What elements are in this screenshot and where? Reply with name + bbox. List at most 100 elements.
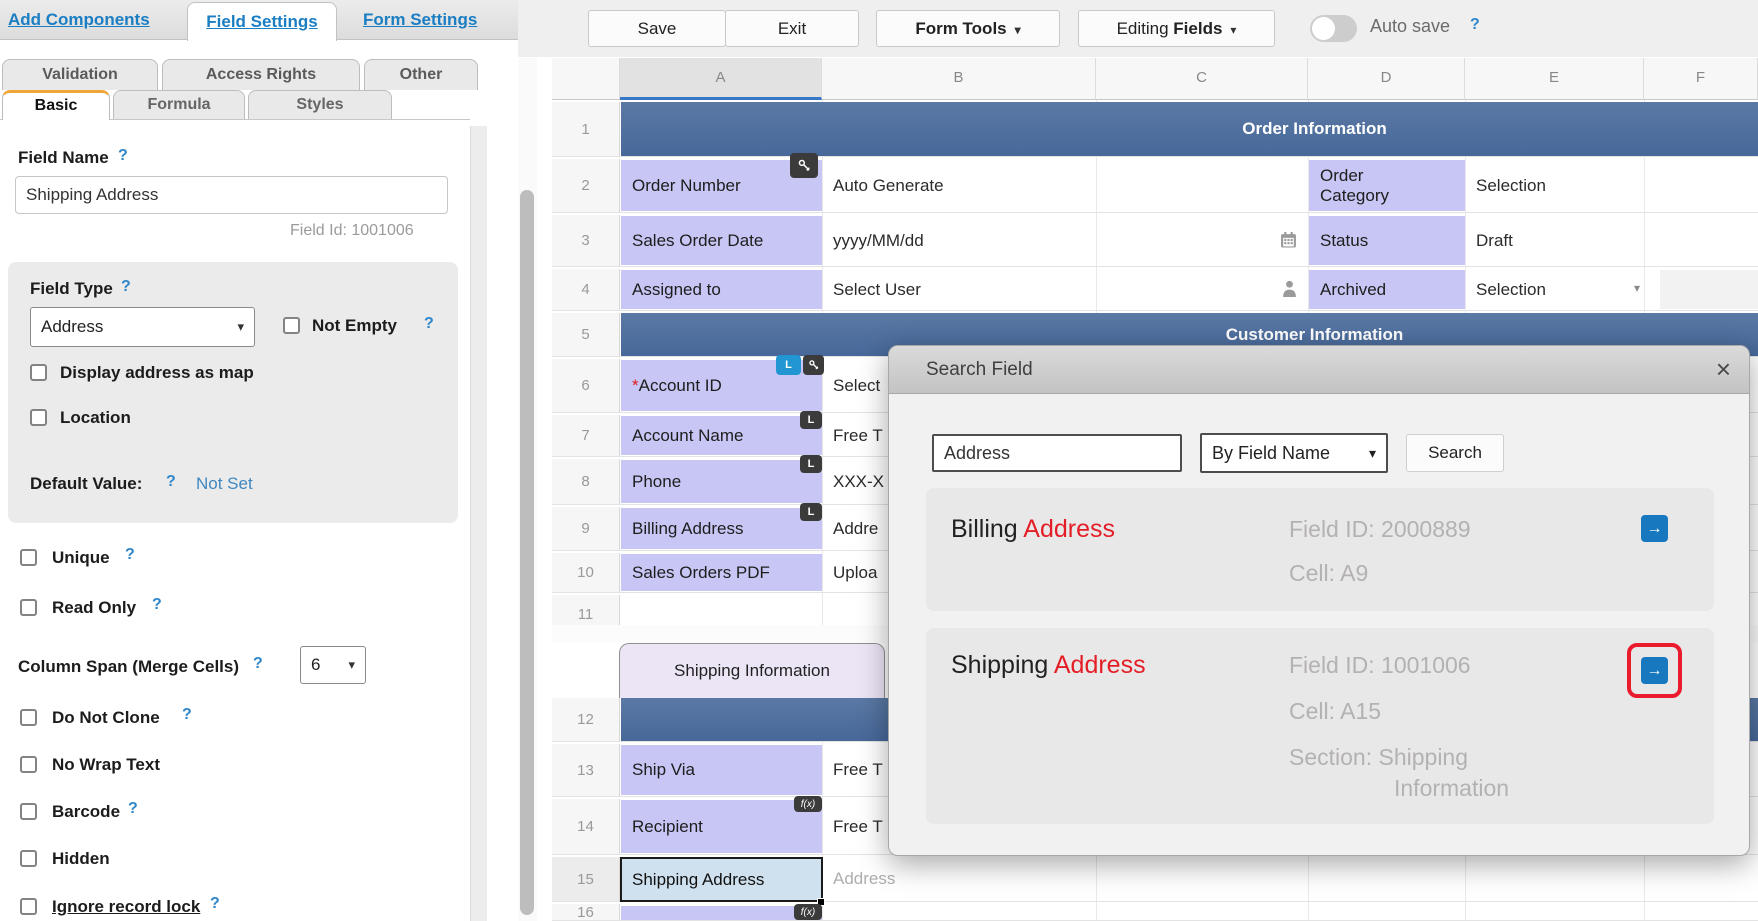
tab-other[interactable]: Other (364, 59, 478, 90)
cell-d3[interactable]: Status (1309, 216, 1465, 265)
cell-a9[interactable]: Billing Address (621, 508, 822, 549)
row-number-7[interactable]: 7 (552, 415, 620, 456)
tab-validation[interactable]: Validation (2, 59, 158, 90)
do-not-clone-checkbox[interactable] (20, 709, 37, 726)
read-only-checkbox[interactable] (20, 599, 37, 616)
not-empty-help-icon[interactable]: ? (424, 315, 434, 332)
tab-basic[interactable]: Basic (2, 90, 110, 120)
row-number-16[interactable]: 16 (552, 904, 620, 920)
cell-a10[interactable]: Sales Orders PDF (621, 554, 822, 591)
canvas-scrollbar[interactable] (518, 58, 537, 921)
go-to-field-button-highlighted[interactable]: → (1641, 657, 1668, 684)
auto-save-help-icon[interactable]: ? (1470, 16, 1480, 33)
row-number-14[interactable]: 14 (552, 799, 620, 854)
cell-a4[interactable]: Assigned to (621, 270, 822, 309)
field-name-input[interactable] (15, 176, 448, 214)
barcode-help-icon[interactable]: ? (128, 800, 138, 817)
tab-formula[interactable]: Formula (113, 90, 245, 120)
save-button[interactable]: Save (588, 10, 726, 47)
read-only-help-icon[interactable]: ? (152, 596, 162, 613)
cell-b15[interactable]: Address (833, 869, 896, 888)
cell-b9[interactable]: Addre (833, 518, 879, 538)
cell-e2[interactable]: Selection (1476, 175, 1546, 195)
result-billing-address[interactable]: Billing Address Field ID: 2000889 Cell: … (926, 488, 1714, 611)
row-number-2[interactable]: 2 (552, 159, 620, 212)
panel-scrollbar[interactable] (470, 126, 487, 921)
cell-b14[interactable]: Free T (833, 816, 883, 836)
field-name-help-icon[interactable]: ? (118, 147, 128, 164)
column-header-c[interactable]: C (1096, 58, 1308, 100)
go-to-field-button[interactable]: → (1641, 515, 1668, 542)
unique-checkbox[interactable] (20, 549, 37, 566)
barcode-checkbox[interactable] (20, 803, 37, 820)
tab-styles[interactable]: Styles (248, 90, 392, 120)
row-number-6[interactable]: 6 (552, 359, 620, 412)
row-number-3[interactable]: 3 (552, 215, 620, 266)
dropdown-arrow-icon[interactable]: ▾ (1634, 281, 1641, 295)
cell-b6[interactable]: Select (833, 375, 881, 395)
cell-a14[interactable]: Recipient (621, 800, 822, 853)
dialog-title-bar[interactable]: Search Field × (889, 346, 1749, 394)
row-number-5[interactable]: 5 (552, 313, 620, 356)
sheet-corner[interactable] (552, 58, 620, 100)
cell-a13[interactable]: Ship Via (621, 745, 822, 795)
do-not-clone-help-icon[interactable]: ? (182, 706, 192, 723)
unique-help-icon[interactable]: ? (125, 546, 135, 563)
tab-add-components[interactable]: Add Components (8, 10, 150, 29)
row-number-12[interactable]: 12 (552, 698, 620, 741)
cell-b10[interactable]: Uploa (833, 562, 878, 582)
section-banner-order-information[interactable]: Order Information (621, 102, 1758, 156)
column-header-b[interactable]: B (822, 58, 1096, 100)
cell-a16[interactable] (621, 906, 822, 920)
cell-e3[interactable]: Draft (1476, 230, 1513, 250)
section-tab-shipping-information[interactable]: Shipping Information (619, 643, 885, 698)
column-header-d[interactable]: D (1308, 58, 1465, 100)
default-value-link[interactable]: Not Set (196, 474, 253, 493)
cell-b4[interactable]: Select User (833, 279, 921, 299)
not-empty-checkbox[interactable] (283, 317, 300, 334)
default-value-help-icon[interactable]: ? (166, 473, 176, 490)
auto-save-toggle[interactable] (1310, 15, 1357, 42)
cell-d2[interactable]: Order Category (1309, 160, 1465, 211)
row-number-15[interactable]: 15 (552, 857, 620, 901)
exit-button[interactable]: Exit (725, 10, 859, 47)
hidden-checkbox[interactable] (20, 850, 37, 867)
column-span-help-icon[interactable]: ? (253, 655, 263, 672)
ignore-record-lock-help-icon[interactable]: ? (210, 895, 220, 912)
cell-a7[interactable]: Account Name (621, 416, 822, 455)
field-type-help-icon[interactable]: ? (121, 278, 131, 295)
result-shipping-address[interactable]: Shipping Address Field ID: 1001006 Cell:… (926, 628, 1714, 824)
cell-a8[interactable]: Phone (621, 460, 822, 503)
form-tools-button[interactable]: Form Tools ▾ (876, 10, 1060, 47)
selected-cell-a15[interactable]: Shipping Address (620, 857, 823, 902)
cell-e4[interactable]: Selection (1476, 279, 1546, 299)
column-header-f[interactable]: F (1644, 58, 1758, 100)
close-icon[interactable]: × (1715, 354, 1731, 384)
search-filter-select[interactable]: By Field Name ▾ (1200, 433, 1388, 473)
cell-a6[interactable]: * Account ID (621, 360, 822, 411)
row-number-10[interactable]: 10 (552, 553, 620, 592)
cell-a2[interactable]: Order Number (621, 160, 822, 211)
cell-b8[interactable]: XXX-X (833, 471, 885, 491)
field-type-select[interactable]: Address ▾ (30, 307, 255, 347)
cell-b13[interactable]: Free T (833, 760, 883, 779)
cell-b2[interactable]: Auto Generate (833, 175, 944, 195)
cell-f4[interactable] (1660, 270, 1758, 309)
row-number-13[interactable]: 13 (552, 744, 620, 796)
row-number-1[interactable]: 1 (552, 102, 620, 156)
row-number-8[interactable]: 8 (552, 459, 620, 504)
search-input[interactable] (932, 434, 1182, 472)
tab-access-rights[interactable]: Access Rights (162, 59, 360, 90)
display-map-checkbox[interactable] (30, 364, 47, 381)
ignore-record-lock-checkbox[interactable] (20, 898, 37, 915)
no-wrap-checkbox[interactable] (20, 756, 37, 773)
column-header-e[interactable]: E (1465, 58, 1644, 100)
editing-fields-button[interactable]: Editing Fields ▾ (1078, 10, 1275, 47)
cell-b3[interactable]: yyyy/MM/dd (833, 230, 924, 250)
column-header-a[interactable]: A (620, 58, 822, 100)
scrollbar-thumb[interactable] (520, 190, 534, 915)
search-button[interactable]: Search (1406, 434, 1504, 472)
location-checkbox[interactable] (30, 409, 47, 426)
row-number-4[interactable]: 4 (552, 269, 620, 310)
tab-field-settings[interactable]: Field Settings (187, 2, 337, 41)
